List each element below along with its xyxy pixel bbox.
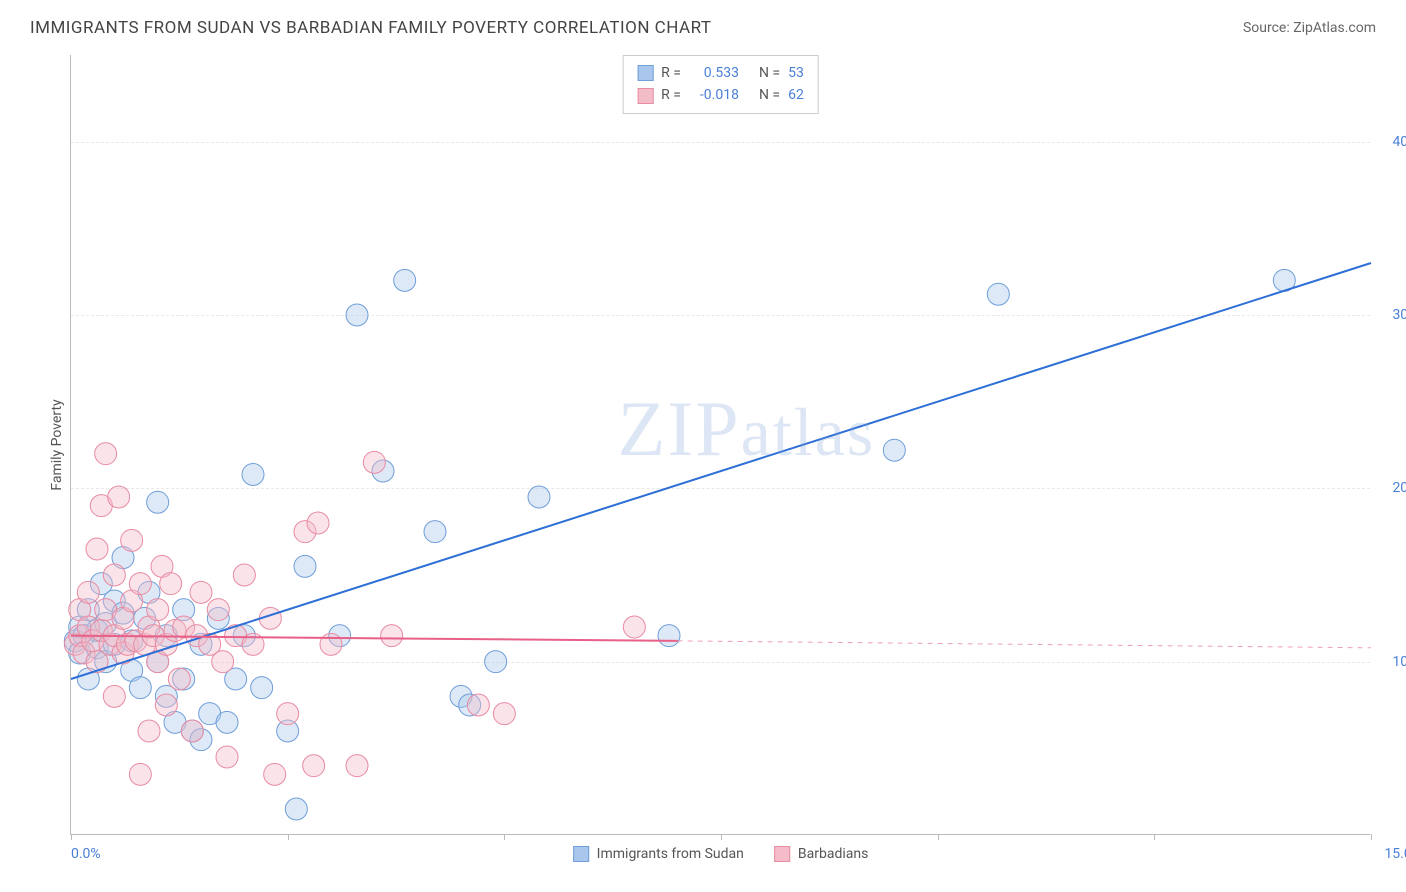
data-point xyxy=(181,720,203,742)
legend-swatch xyxy=(573,846,589,862)
header: IMMIGRANTS FROM SUDAN VS BARBADIAN FAMIL… xyxy=(0,0,1406,48)
data-point xyxy=(623,616,645,638)
x-tick xyxy=(71,834,72,840)
data-point xyxy=(103,564,125,586)
chart-title: IMMIGRANTS FROM SUDAN VS BARBADIAN FAMIL… xyxy=(30,18,712,38)
data-point xyxy=(883,439,905,461)
data-point xyxy=(216,746,238,768)
y-tick-label: 10.0% xyxy=(1392,654,1406,670)
data-point xyxy=(303,755,325,777)
legend-swatch xyxy=(637,65,653,81)
n-label: N = xyxy=(759,84,780,106)
regression-line-extrapolated xyxy=(678,641,1371,648)
y-tick-label: 40.0% xyxy=(1392,134,1406,150)
legend-series-label: Immigrants from Sudan xyxy=(597,846,744,862)
legend-series-item: Immigrants from Sudan xyxy=(573,846,744,862)
x-tick xyxy=(938,834,939,840)
data-point xyxy=(467,694,489,716)
data-point xyxy=(346,755,368,777)
data-point xyxy=(212,651,234,673)
r-label: R = xyxy=(661,84,681,106)
r-value: 0.533 xyxy=(689,62,739,84)
n-value: 62 xyxy=(788,84,804,106)
data-point xyxy=(363,451,385,473)
r-value: -0.018 xyxy=(689,84,739,106)
data-point xyxy=(160,573,182,595)
data-point xyxy=(121,529,143,551)
data-point xyxy=(190,581,212,603)
data-point xyxy=(528,486,550,508)
legend-swatch xyxy=(774,846,790,862)
data-point xyxy=(207,599,229,621)
data-point xyxy=(108,486,130,508)
data-point xyxy=(294,555,316,577)
x-axis-max-label: 15.0% xyxy=(1384,846,1406,862)
data-point xyxy=(277,703,299,725)
data-point xyxy=(493,703,515,725)
data-point xyxy=(424,521,446,543)
data-point xyxy=(129,573,151,595)
data-point xyxy=(138,720,160,742)
data-point xyxy=(264,763,286,785)
regression-line xyxy=(71,263,1371,679)
data-point xyxy=(658,625,680,647)
y-tick-label: 30.0% xyxy=(1392,307,1406,323)
y-tick-label: 20.0% xyxy=(1392,480,1406,496)
data-point xyxy=(242,463,264,485)
data-point xyxy=(147,599,169,621)
data-point xyxy=(307,512,329,534)
legend-correlation-row: R = -0.018 N = 62 xyxy=(637,84,804,106)
scatter-svg xyxy=(71,55,1370,834)
x-tick xyxy=(504,834,505,840)
legend-correlation: R = 0.533 N = 53 R = -0.018 N = 62 xyxy=(622,55,819,114)
data-point xyxy=(381,625,403,647)
source-name: ZipAtlas.com xyxy=(1293,20,1376,36)
x-tick xyxy=(721,834,722,840)
y-axis-label: Family Poverty xyxy=(49,399,65,490)
data-point xyxy=(103,685,125,707)
legend-correlation-row: R = 0.533 N = 53 xyxy=(637,62,804,84)
source-prefix: Source: xyxy=(1243,20,1293,36)
x-tick xyxy=(288,834,289,840)
data-point xyxy=(216,711,238,733)
data-point xyxy=(285,798,307,820)
data-point xyxy=(77,581,99,603)
data-point xyxy=(86,538,108,560)
data-point xyxy=(394,269,416,291)
x-axis-min-label: 0.0% xyxy=(71,846,101,862)
n-value: 53 xyxy=(788,62,804,84)
legend-series: Immigrants from Sudan Barbadians xyxy=(567,846,875,862)
data-point xyxy=(233,564,255,586)
chart-container: Family Poverty 10.0%20.0%30.0%40.0% 0.0%… xyxy=(50,55,1390,875)
data-point xyxy=(346,304,368,326)
data-point xyxy=(320,633,342,655)
r-label: R = xyxy=(661,62,681,84)
data-point xyxy=(485,651,507,673)
legend-swatch xyxy=(637,88,653,104)
data-point xyxy=(251,677,273,699)
legend-series-label: Barbadians xyxy=(798,846,868,862)
x-tick xyxy=(1154,834,1155,840)
data-point xyxy=(987,283,1009,305)
source-attribution: Source: ZipAtlas.com xyxy=(1243,20,1376,36)
legend-series-item: Barbadians xyxy=(774,846,868,862)
n-label: N = xyxy=(759,62,780,84)
x-tick xyxy=(1371,834,1372,840)
data-point xyxy=(168,668,190,690)
data-point xyxy=(129,763,151,785)
plot-area: Family Poverty 10.0%20.0%30.0%40.0% 0.0%… xyxy=(70,55,1370,835)
data-point xyxy=(155,694,177,716)
data-point xyxy=(147,491,169,513)
data-point xyxy=(129,677,151,699)
data-point xyxy=(95,443,117,465)
